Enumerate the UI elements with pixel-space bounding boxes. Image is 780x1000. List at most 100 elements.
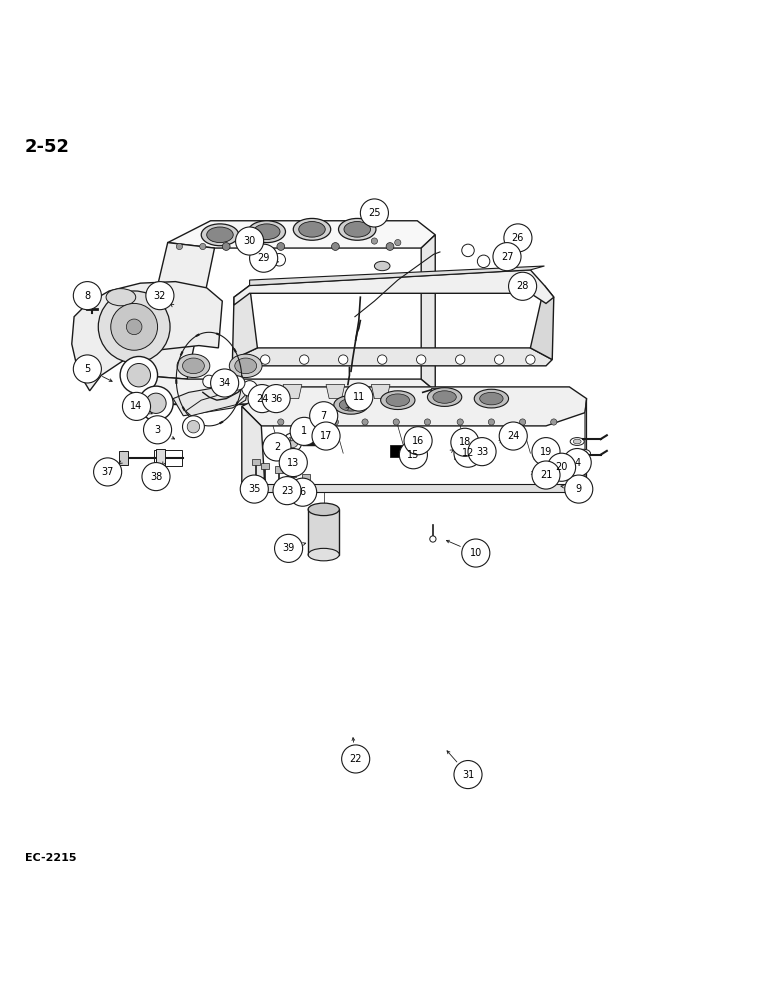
Text: 35: 35 — [248, 484, 261, 494]
Circle shape — [273, 254, 285, 266]
Polygon shape — [234, 270, 554, 305]
Circle shape — [386, 243, 394, 250]
Circle shape — [462, 244, 474, 257]
Circle shape — [339, 355, 348, 364]
Circle shape — [360, 199, 388, 227]
Circle shape — [111, 303, 158, 350]
Circle shape — [262, 385, 290, 413]
Circle shape — [451, 428, 479, 456]
Circle shape — [98, 291, 170, 363]
Circle shape — [563, 449, 591, 477]
Ellipse shape — [480, 392, 503, 405]
Circle shape — [565, 475, 593, 503]
Circle shape — [532, 461, 560, 489]
Text: 25: 25 — [368, 208, 381, 218]
Circle shape — [551, 419, 557, 425]
Bar — [119, 451, 128, 465]
Text: 31: 31 — [462, 770, 474, 780]
Ellipse shape — [386, 394, 410, 406]
Circle shape — [488, 419, 495, 425]
Text: 33: 33 — [476, 447, 488, 457]
Text: 11: 11 — [353, 392, 365, 402]
Bar — [289, 470, 296, 477]
Polygon shape — [585, 399, 587, 492]
Polygon shape — [242, 387, 587, 426]
Circle shape — [509, 272, 537, 300]
Text: 37: 37 — [101, 467, 114, 477]
Text: 26: 26 — [512, 233, 524, 243]
Circle shape — [289, 478, 317, 506]
Text: 28: 28 — [516, 281, 529, 291]
Ellipse shape — [573, 459, 587, 466]
Polygon shape — [168, 221, 435, 248]
Circle shape — [404, 427, 432, 455]
Ellipse shape — [339, 399, 363, 411]
Text: 32: 32 — [154, 291, 166, 301]
Polygon shape — [134, 375, 435, 404]
Circle shape — [526, 355, 535, 364]
Polygon shape — [326, 385, 345, 399]
Circle shape — [493, 243, 521, 271]
Text: 6: 6 — [300, 487, 306, 497]
Polygon shape — [136, 243, 215, 379]
Circle shape — [548, 453, 576, 481]
Text: 39: 39 — [282, 543, 295, 553]
Text: 22: 22 — [349, 754, 362, 764]
Circle shape — [240, 475, 268, 503]
Ellipse shape — [207, 227, 233, 243]
Text: 21: 21 — [540, 470, 552, 480]
Ellipse shape — [433, 391, 456, 403]
Circle shape — [200, 243, 206, 250]
Ellipse shape — [201, 224, 239, 246]
Text: 20: 20 — [555, 462, 568, 472]
Circle shape — [279, 449, 307, 477]
Circle shape — [248, 385, 276, 413]
Circle shape — [142, 463, 170, 491]
Circle shape — [378, 355, 387, 364]
Text: 1: 1 — [301, 426, 307, 436]
Circle shape — [275, 534, 303, 562]
Ellipse shape — [229, 354, 262, 378]
Ellipse shape — [576, 460, 584, 465]
Ellipse shape — [235, 358, 257, 374]
Circle shape — [290, 417, 318, 445]
Polygon shape — [242, 406, 265, 492]
Text: 2-52: 2-52 — [25, 138, 70, 156]
Polygon shape — [232, 286, 257, 360]
Polygon shape — [283, 385, 302, 399]
Circle shape — [139, 386, 173, 420]
Polygon shape — [173, 383, 248, 416]
Ellipse shape — [381, 391, 415, 410]
Circle shape — [504, 224, 532, 252]
Ellipse shape — [570, 438, 584, 445]
Bar — [308, 509, 339, 555]
Circle shape — [183, 416, 204, 438]
Circle shape — [287, 437, 298, 448]
Text: 17: 17 — [320, 431, 332, 441]
Circle shape — [250, 244, 278, 272]
Bar — [431, 388, 439, 394]
Bar — [261, 463, 269, 469]
Text: 36: 36 — [270, 394, 282, 404]
Text: 19: 19 — [540, 447, 552, 457]
Circle shape — [456, 355, 465, 364]
Ellipse shape — [374, 261, 390, 271]
Ellipse shape — [308, 503, 339, 516]
Circle shape — [122, 392, 151, 420]
Circle shape — [187, 420, 200, 433]
Circle shape — [430, 536, 436, 542]
Text: 15: 15 — [407, 450, 420, 460]
Circle shape — [395, 239, 401, 246]
Circle shape — [211, 369, 239, 397]
Ellipse shape — [427, 388, 462, 406]
Polygon shape — [530, 286, 554, 360]
Text: 9: 9 — [576, 484, 582, 494]
Ellipse shape — [106, 289, 136, 306]
Bar — [302, 474, 310, 481]
Circle shape — [399, 441, 427, 469]
Text: 13: 13 — [287, 458, 300, 468]
Circle shape — [454, 439, 482, 467]
Text: 7: 7 — [321, 411, 327, 421]
Circle shape — [278, 419, 284, 425]
Circle shape — [273, 477, 301, 505]
